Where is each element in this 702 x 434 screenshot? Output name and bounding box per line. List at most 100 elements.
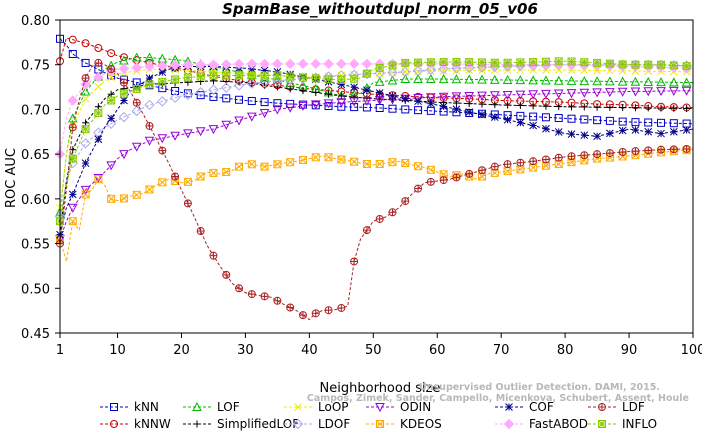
data-point-odin <box>656 87 666 97</box>
data-point-inflo <box>414 58 423 67</box>
data-point-simplifiedlof <box>568 103 576 111</box>
data-point-fastabod <box>348 58 360 70</box>
data-point-odin <box>502 90 513 101</box>
x-tick-label: 40 <box>301 343 318 358</box>
data-point-inflo <box>171 75 180 84</box>
data-point-inflo <box>94 109 103 118</box>
data-point-odin <box>426 93 436 103</box>
legend-item-ldof: LDOF <box>284 417 350 431</box>
data-point-ldf <box>375 214 384 223</box>
data-point-knn <box>644 118 653 127</box>
y-tick-label: 0.65 <box>21 148 50 163</box>
data-point-odin <box>541 89 551 99</box>
data-point-ldf <box>171 172 180 181</box>
data-point-odin <box>234 116 244 126</box>
data-point-inflo <box>350 74 359 83</box>
data-point-knn <box>401 105 410 114</box>
data-point-ldf <box>490 162 499 171</box>
data-point-ldf <box>119 78 128 87</box>
data-point-ldf <box>401 197 410 206</box>
data-point-simplifiedlof <box>312 88 320 96</box>
legend-marker-odin <box>375 403 385 413</box>
data-point-simplifiedlof <box>478 100 486 108</box>
data-point-inflo <box>529 58 538 67</box>
data-point-inflo <box>375 63 384 72</box>
data-point-ldof <box>169 92 181 104</box>
data-point-knn <box>273 99 282 108</box>
legend: kNN kNNW LOF SimplifiedLOF LoOP LDOF ODIN KDEOS… <box>100 400 657 431</box>
data-point-odin <box>362 96 372 106</box>
data-point-simplifiedlof <box>261 81 269 89</box>
data-point-ldf <box>235 284 244 293</box>
data-point-ldf <box>414 184 423 193</box>
data-point-lof <box>387 75 398 85</box>
data-point-lof <box>592 76 602 86</box>
data-point-kdeos <box>350 157 359 166</box>
data-point-inflo <box>682 62 691 71</box>
data-point-lof <box>681 77 692 87</box>
legend-item-lof: LOF <box>183 400 240 414</box>
x-tick-label: 30 <box>237 343 254 358</box>
data-point-odin <box>259 109 270 119</box>
data-point-fastabod <box>297 58 309 70</box>
data-point-cof <box>580 131 589 140</box>
data-point-odin <box>285 103 296 113</box>
data-point-cof <box>158 68 167 77</box>
data-point-odin <box>566 89 577 99</box>
data-point-ldf <box>580 151 589 160</box>
data-point-inflo <box>183 73 192 82</box>
data-point-knn <box>426 106 435 115</box>
data-point-fastabod <box>182 59 194 70</box>
data-point-fastabod <box>310 58 321 70</box>
data-point-simplifiedlof <box>516 101 524 109</box>
series-inflo <box>56 57 694 226</box>
legend-label-lof: LOF <box>217 400 240 414</box>
data-point-inflo <box>426 58 435 67</box>
data-point-inflo <box>478 58 486 67</box>
data-point-ldf <box>260 292 269 301</box>
data-point-cof <box>618 126 627 135</box>
data-point-kdeos <box>414 162 423 171</box>
data-point-knn <box>541 113 550 122</box>
data-point-odin <box>451 92 462 102</box>
data-point-kdeos <box>196 172 205 181</box>
data-point-kdeos <box>145 185 154 194</box>
data-point-cof <box>593 132 601 141</box>
data-point-ldf <box>618 147 627 156</box>
data-point-cof <box>439 102 448 111</box>
data-point-fastabod <box>284 58 296 70</box>
data-point-odin <box>553 89 564 99</box>
data-point-kdeos <box>132 190 141 199</box>
data-point-inflo <box>324 75 333 84</box>
data-point-loop <box>94 82 103 91</box>
legend-label-knnw: kNNW <box>134 417 171 431</box>
data-point-ldof <box>144 99 155 111</box>
data-point-odin <box>579 88 590 98</box>
data-point-cof <box>478 110 486 119</box>
data-point-knn <box>593 116 602 125</box>
data-point-fastabod <box>208 59 219 70</box>
data-point-ldof <box>131 105 142 117</box>
data-point-inflo <box>107 96 116 105</box>
data-point-simplifiedlof <box>299 87 307 95</box>
data-point-fastabod <box>221 59 232 70</box>
series-line-ldf <box>59 62 694 321</box>
data-point-knn <box>171 87 180 96</box>
data-point-inflo <box>247 71 256 80</box>
data-point-inflo <box>554 57 563 66</box>
data-point-lof <box>426 73 436 84</box>
data-point-loop <box>107 73 116 82</box>
y-axis-label: ROC AUC <box>4 148 19 208</box>
series-knn <box>56 34 694 128</box>
data-point-kdeos <box>260 162 269 171</box>
y-tick-label: 0.70 <box>21 103 50 118</box>
data-point-knn <box>631 118 640 127</box>
data-point-cof <box>465 108 474 116</box>
data-point-fastabod <box>169 59 181 71</box>
data-point-knnw <box>94 44 103 53</box>
data-point-kdeos <box>324 153 333 162</box>
data-point-cof <box>81 159 90 167</box>
data-point-simplifiedlof <box>683 104 691 112</box>
data-point-kdeos <box>183 177 192 186</box>
data-point-ldf <box>196 227 205 236</box>
